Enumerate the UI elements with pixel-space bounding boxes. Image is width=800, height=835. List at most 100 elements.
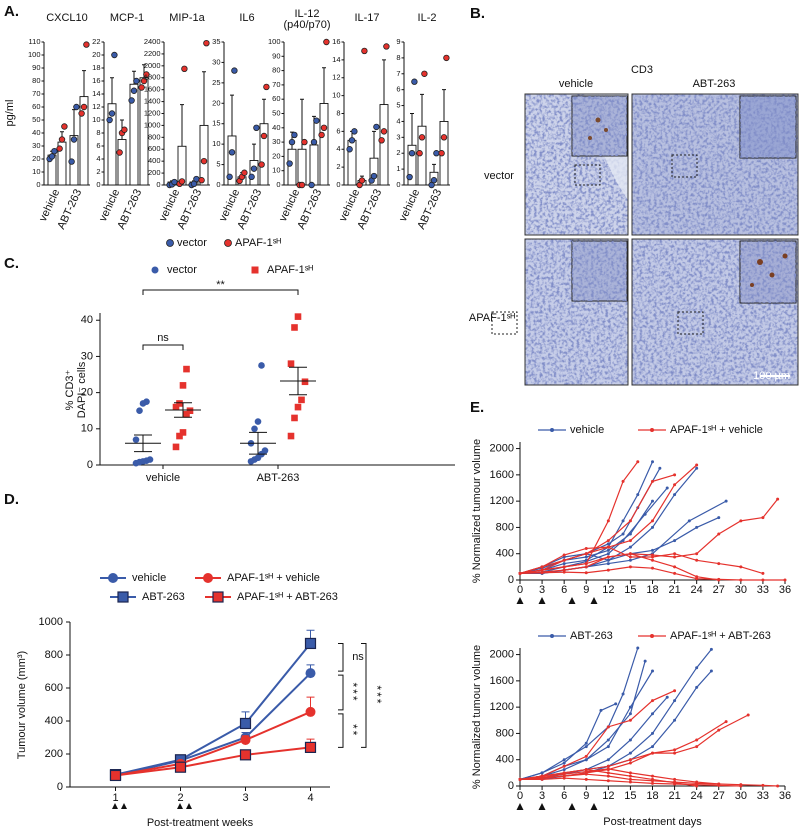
y-axis-label: DAPI⁻ cells (76, 361, 88, 418)
y-tick-label: 1000 (144, 120, 161, 129)
y-tick-label: 12 (332, 73, 340, 82)
data-point (287, 360, 295, 367)
y-tick-label: 20 (92, 50, 100, 59)
data-point (673, 483, 677, 487)
data-point (709, 647, 713, 651)
y-tick-label: 10 (212, 139, 220, 148)
data-point (128, 97, 135, 104)
subplot-title: MIP-1a (169, 12, 205, 24)
y-tick-label: 10 (332, 91, 340, 100)
dose-arrow (177, 803, 183, 809)
sem-bar (174, 402, 192, 418)
subplot-title: IL-17 (354, 12, 379, 24)
panel-label: A. (4, 3, 19, 20)
data-point (298, 181, 306, 189)
data-point (651, 781, 654, 785)
y-tick-label: 200 (45, 748, 63, 760)
annotation: ns (352, 651, 364, 663)
data-point (606, 738, 610, 742)
data-point (83, 41, 90, 48)
data-point (562, 553, 566, 557)
data-point (108, 573, 118, 583)
data-point (695, 780, 699, 784)
data-point (673, 571, 677, 575)
data-point (584, 741, 588, 745)
data-point (628, 545, 632, 549)
x-tick-label: 27 (713, 790, 725, 802)
data-point (584, 555, 588, 559)
data-point (51, 147, 58, 155)
legend-marker (650, 634, 654, 638)
data-point (562, 764, 566, 768)
x-tick-label: 9 (583, 790, 589, 802)
x-tick-label: 0 (517, 584, 523, 596)
data-point (179, 429, 187, 436)
sem-bar (289, 366, 307, 396)
data-point (628, 519, 632, 523)
y-tick-label: 10 (32, 167, 40, 176)
x-tick-label: 12 (602, 584, 614, 596)
x-tick-label: vehicle (146, 472, 180, 484)
data-point (628, 751, 632, 755)
data-point (251, 266, 259, 274)
dose-arrow (186, 803, 192, 809)
data-point (636, 646, 640, 650)
legend-label: ABT-263 (142, 591, 185, 603)
data-point (562, 768, 566, 772)
row-label: vector (484, 170, 514, 182)
data-point (651, 525, 654, 529)
data-point (178, 178, 186, 185)
data-point (606, 758, 610, 762)
data-point (260, 132, 268, 140)
bracket (338, 713, 344, 748)
dose-arrow (590, 597, 598, 604)
data-point (70, 136, 78, 143)
x-tick-label: 4 (307, 792, 313, 804)
y-tick-label: 5 (216, 160, 220, 169)
annotation: *** (370, 685, 384, 705)
data-point (562, 776, 566, 780)
data-point (717, 577, 721, 581)
column-label: vehicle (559, 78, 593, 90)
data-point (294, 313, 302, 320)
data-point (172, 403, 180, 411)
y-tick-label: 3 (396, 132, 400, 141)
data-point (203, 39, 210, 47)
data-point (291, 131, 298, 139)
data-point (183, 411, 190, 418)
data-point (212, 591, 224, 603)
data-point (606, 552, 610, 556)
error-bar (202, 71, 206, 126)
series-line (519, 721, 727, 781)
x-tick-label: 33 (757, 790, 769, 802)
data-point (80, 103, 88, 111)
data-point (171, 178, 178, 186)
y-tick-label: 50 (32, 115, 40, 124)
data-point (606, 767, 610, 771)
data-point (673, 751, 677, 755)
data-point (56, 145, 63, 152)
y-tick-label: 400 (496, 754, 514, 766)
data-point (291, 414, 298, 422)
y-tick-label: 30 (32, 141, 40, 150)
error-bar (180, 104, 184, 147)
error-bar (442, 89, 446, 122)
series-line (519, 768, 719, 785)
legend-label: vehicle (570, 424, 604, 436)
data-point (695, 685, 699, 689)
panel-label: D. (4, 491, 19, 508)
bracket (142, 344, 184, 350)
y-axis-label: % Normalized tumour volume (471, 439, 483, 583)
y-axis-label: % CD3⁺ (64, 369, 76, 410)
y-axis-label: Tumour volume (mm³) (16, 651, 28, 759)
bar (249, 160, 259, 186)
y-tick-label: 8 (96, 128, 100, 137)
y-tick-label: 6 (96, 141, 100, 150)
data-point (540, 771, 544, 775)
data-point (584, 546, 588, 550)
x-tick-label: 36 (779, 790, 791, 802)
data-point (636, 460, 640, 464)
data-point (606, 539, 610, 543)
data-point (695, 784, 699, 788)
micrograph (631, 93, 799, 236)
